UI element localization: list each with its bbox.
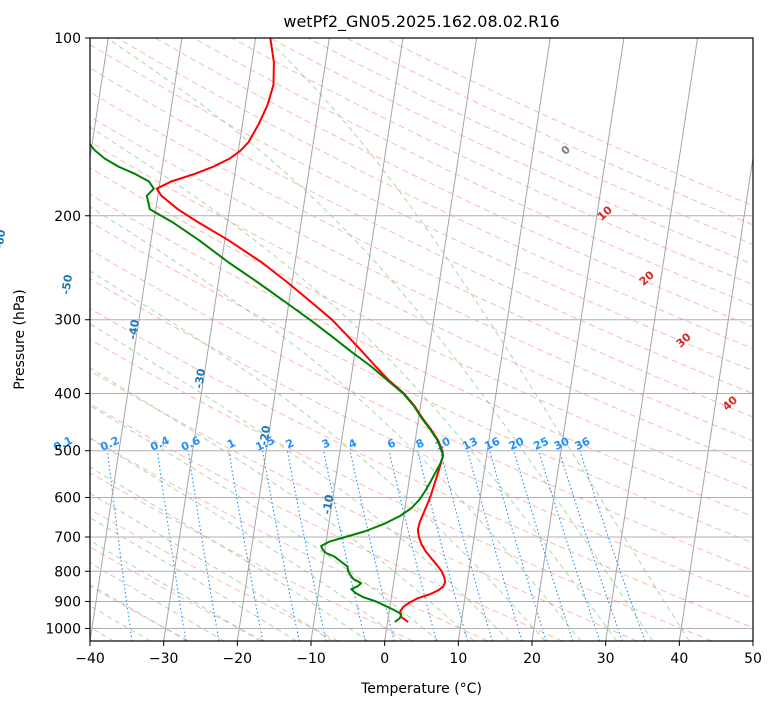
x-tick-label: 30 <box>597 651 615 667</box>
dewpoint-line <box>90 142 445 623</box>
y-tick-label: 300 <box>54 313 81 329</box>
x-tick-label: −30 <box>149 651 179 667</box>
dry-adiabat <box>90 141 753 467</box>
dry-adiabat <box>90 193 753 518</box>
isotherm-label: -50 <box>59 273 75 295</box>
moist-adiabat <box>90 466 368 641</box>
background-lines <box>90 38 753 641</box>
dry-adiabat <box>90 546 264 641</box>
isotherm-line <box>457 38 551 641</box>
x-axis: −40 −30 −20 −10 0 10 20 30 40 50 <box>75 641 762 667</box>
x-tick-label: −20 <box>223 651 253 667</box>
mixing-ratio-line <box>513 450 574 641</box>
mixing-ratio-line <box>286 450 327 641</box>
y-tick-label: 600 <box>54 490 81 506</box>
isotherm-label: -60 <box>0 228 8 250</box>
isotherm-line <box>384 38 478 641</box>
moist-adiabat <box>90 540 261 641</box>
x-tick-label: −40 <box>75 651 105 667</box>
y-tick-label: 700 <box>54 530 81 546</box>
x-tick-label: 10 <box>449 651 467 667</box>
isotherm-line <box>236 38 330 641</box>
isotherm-label: -40 <box>126 318 142 340</box>
moist-adiabat <box>90 437 404 641</box>
mixing-ratio-line <box>467 450 523 641</box>
mixing-ratio-label: 16 <box>483 435 503 453</box>
mixing-ratio-label: 13 <box>460 435 479 453</box>
moist-adiabat <box>90 583 188 641</box>
dry-adiabat <box>90 307 753 629</box>
x-tick-label: −10 <box>296 651 326 667</box>
x-tick-label: 50 <box>744 651 762 667</box>
y-tick-label: 400 <box>54 387 81 403</box>
isotherm-line <box>90 38 109 161</box>
y-tick-label: 200 <box>54 209 81 225</box>
y-tick-label: 1000 <box>45 621 81 637</box>
isotherm-line <box>90 38 183 641</box>
mixing-ratio-label: 36 <box>573 435 593 453</box>
moist-adiabat <box>90 562 225 641</box>
mixing-ratio-line <box>187 450 220 641</box>
mixing-ratio-line <box>322 450 366 641</box>
moist-adiabat <box>90 270 546 641</box>
mixing-ratio-line <box>579 450 646 641</box>
mixing-ratio-label: 25 <box>531 435 550 453</box>
plot-frame <box>89 37 754 642</box>
dry-adiabat <box>90 43 753 372</box>
y-axis-label: Pressure (hPa) <box>12 289 28 389</box>
dry-adiabat <box>90 221 753 544</box>
isotherm-label: -30 <box>192 367 208 389</box>
y-tick-label: 100 <box>54 31 81 47</box>
isotherm-label: -20 <box>257 424 273 446</box>
dry-adiabat <box>90 508 339 641</box>
moist-adiabat <box>265 38 690 641</box>
y-axis: 1000 900 800 700 600 500 400 300 200 100 <box>45 31 90 637</box>
isotherm-line <box>531 38 625 641</box>
isotherm-labels: -100-90-80-70-60-50-40-30-20-10 <box>0 228 336 515</box>
moist-adiabat <box>106 38 654 641</box>
mixing-ratio-line <box>558 450 623 641</box>
isotherm-line <box>605 38 699 641</box>
y-tick-label: 500 <box>54 444 81 460</box>
isotherm-label: -10 <box>320 493 336 515</box>
profiles <box>90 38 447 623</box>
isotherm-line <box>163 38 257 641</box>
y-tick-label: 800 <box>54 564 81 580</box>
dry-adiabat <box>90 116 753 442</box>
y-tick-label: 900 <box>54 594 81 610</box>
dry-adiabat <box>231 38 753 286</box>
x-axis-label: Temperature (°C) <box>360 681 482 697</box>
dry-adiabat <box>90 370 638 641</box>
mixing-ratio-label: 20 <box>507 435 527 453</box>
moist-adiabat <box>90 206 582 641</box>
x-tick-label: 0 <box>380 651 389 667</box>
dry-adiabat <box>90 167 753 492</box>
x-tick-label: 20 <box>523 651 541 667</box>
isotherm-line <box>310 38 404 641</box>
dry-adiabat <box>90 278 753 600</box>
mixing-ratio-line <box>156 450 187 641</box>
x-tick-label: 40 <box>670 651 688 667</box>
mixing-ratio-line <box>489 450 547 641</box>
mixing-ratio-label: 30 <box>552 435 572 453</box>
chart-title: wetPf2_GN05.2025.162.08.02.R16 <box>283 12 559 32</box>
isotherm-line <box>678 154 753 641</box>
mixing-ratio-line <box>416 450 469 641</box>
mixing-ratio-line <box>388 450 437 641</box>
dry-adiabat <box>193 38 753 307</box>
mixing-ratio-line <box>538 450 601 641</box>
moist-adiabat <box>90 404 439 641</box>
mixing-ratio-line <box>228 450 264 641</box>
dry-adiabat <box>90 403 563 641</box>
